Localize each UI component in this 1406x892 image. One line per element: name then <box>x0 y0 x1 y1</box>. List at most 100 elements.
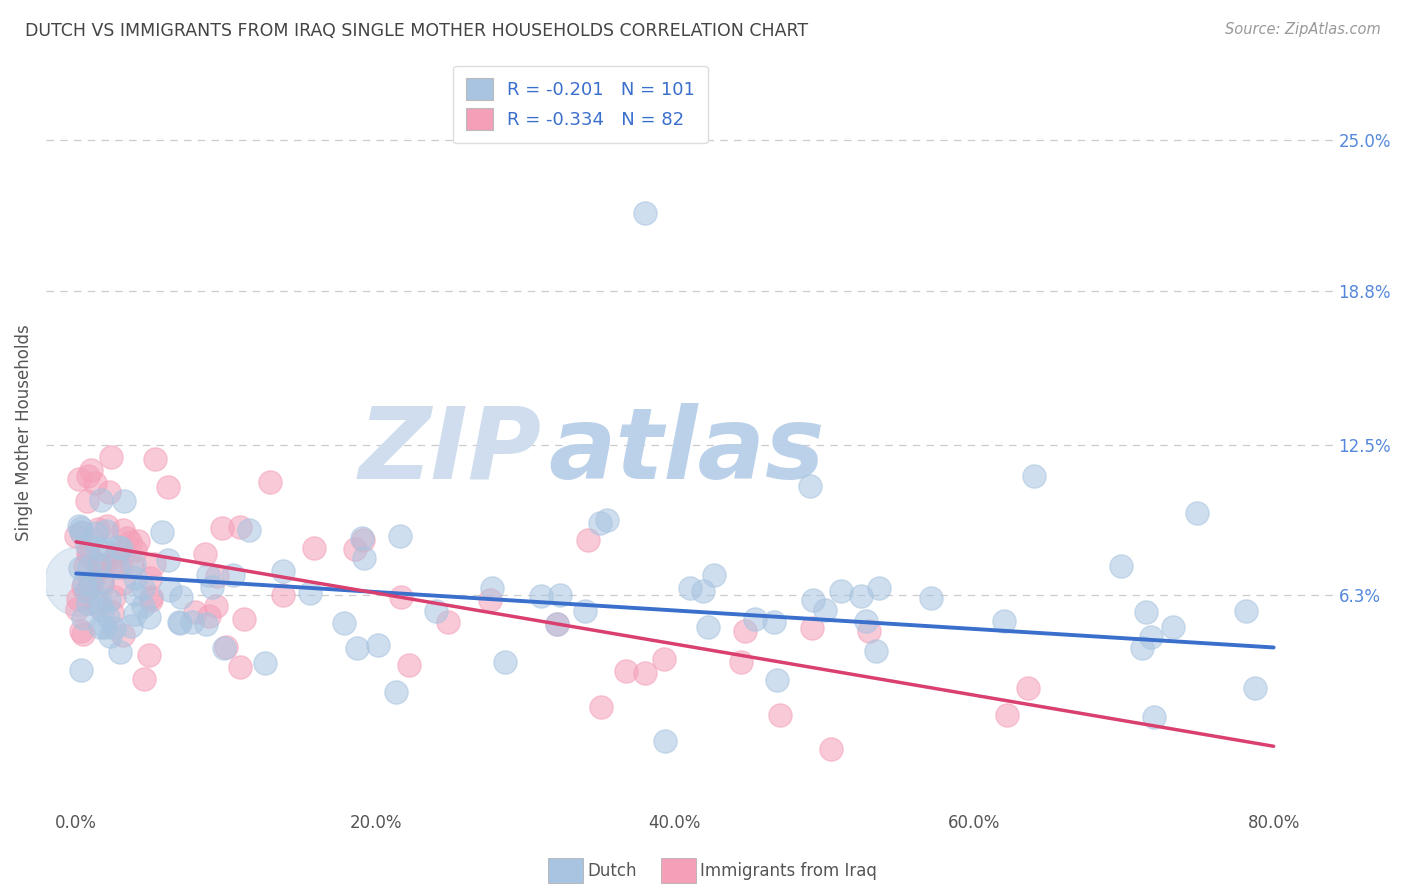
Point <box>302 541 325 555</box>
Point <box>103 620 125 634</box>
Point <box>868 582 890 596</box>
Text: Source: ZipAtlas.com: Source: ZipAtlas.com <box>1225 22 1381 37</box>
Point <box>80 463 103 477</box>
Point <box>993 614 1015 628</box>
Point <box>89 557 111 571</box>
Point <box>69 663 91 677</box>
Point <box>350 531 373 545</box>
Y-axis label: Single Mother Households: Single Mother Households <box>15 324 32 541</box>
Point <box>75 559 97 574</box>
Point <box>105 549 128 563</box>
Point <box>76 546 98 560</box>
Point <box>91 542 114 557</box>
Point <box>865 644 887 658</box>
Point <box>90 492 112 507</box>
Point <box>70 525 93 540</box>
Point <box>76 538 98 552</box>
Point <box>101 556 124 570</box>
Point <box>90 575 112 590</box>
Point <box>86 598 108 612</box>
Point <box>141 590 163 604</box>
Point <box>352 533 374 547</box>
Point <box>110 541 132 555</box>
Point <box>132 672 155 686</box>
Text: DUTCH VS IMMIGRANTS FROM IRAQ SINGLE MOTHER HOUSEHOLDS CORRELATION CHART: DUTCH VS IMMIGRANTS FROM IRAQ SINGLE MOT… <box>25 22 808 40</box>
Point <box>70 624 93 639</box>
Point <box>77 596 100 610</box>
Point <box>138 648 160 663</box>
Point <box>730 655 752 669</box>
Point <box>205 599 228 613</box>
Point <box>77 582 100 596</box>
Point <box>131 599 153 613</box>
Point <box>124 607 146 621</box>
Point <box>70 521 93 535</box>
Point <box>1140 631 1163 645</box>
Point <box>494 655 516 669</box>
Point <box>830 583 852 598</box>
Point <box>66 601 89 615</box>
Point <box>145 452 167 467</box>
Point <box>111 523 134 537</box>
Point <box>222 568 245 582</box>
Point <box>634 665 657 680</box>
Point <box>367 639 389 653</box>
Point <box>333 616 356 631</box>
Point <box>167 615 190 629</box>
Point <box>436 615 458 629</box>
Point <box>159 583 181 598</box>
Point <box>1135 605 1157 619</box>
Point <box>271 564 294 578</box>
Point <box>111 628 134 642</box>
Point <box>112 576 135 591</box>
Point <box>67 519 90 533</box>
Point <box>233 612 256 626</box>
Point <box>692 584 714 599</box>
Point <box>132 581 155 595</box>
Point <box>87 522 110 536</box>
Point <box>77 560 100 574</box>
Point <box>389 590 412 604</box>
Point <box>124 557 146 571</box>
Point <box>83 475 105 490</box>
Point <box>229 520 252 534</box>
Point <box>98 485 121 500</box>
Point <box>94 524 117 538</box>
Point <box>855 615 877 629</box>
Point <box>110 559 132 574</box>
Point <box>120 618 142 632</box>
Point <box>765 673 787 687</box>
Point <box>995 707 1018 722</box>
Point <box>814 603 837 617</box>
Point <box>70 524 93 539</box>
Point <box>73 576 96 591</box>
Point <box>120 535 142 549</box>
Point <box>84 526 107 541</box>
Point <box>105 560 128 574</box>
Point <box>762 615 785 629</box>
Point <box>112 494 135 508</box>
Point <box>108 645 131 659</box>
Point <box>97 609 120 624</box>
Point <box>1017 681 1039 696</box>
Point <box>65 528 87 542</box>
Point <box>76 468 98 483</box>
Point <box>259 475 281 489</box>
Legend: R = -0.201   N = 101, R = -0.334   N = 82: R = -0.201 N = 101, R = -0.334 N = 82 <box>453 66 707 143</box>
Point <box>679 581 702 595</box>
Point <box>1244 681 1267 696</box>
Point <box>143 557 166 571</box>
Point <box>481 581 503 595</box>
Point <box>1143 710 1166 724</box>
Point <box>801 621 824 635</box>
Point <box>87 561 110 575</box>
Point <box>76 494 98 508</box>
Point <box>654 652 676 666</box>
Text: Dutch: Dutch <box>588 862 637 880</box>
Text: Immigrants from Iraq: Immigrants from Iraq <box>700 862 877 880</box>
Point <box>79 577 101 591</box>
Point <box>197 568 219 582</box>
Point <box>1132 640 1154 655</box>
Point <box>91 603 114 617</box>
Point <box>1109 559 1132 574</box>
